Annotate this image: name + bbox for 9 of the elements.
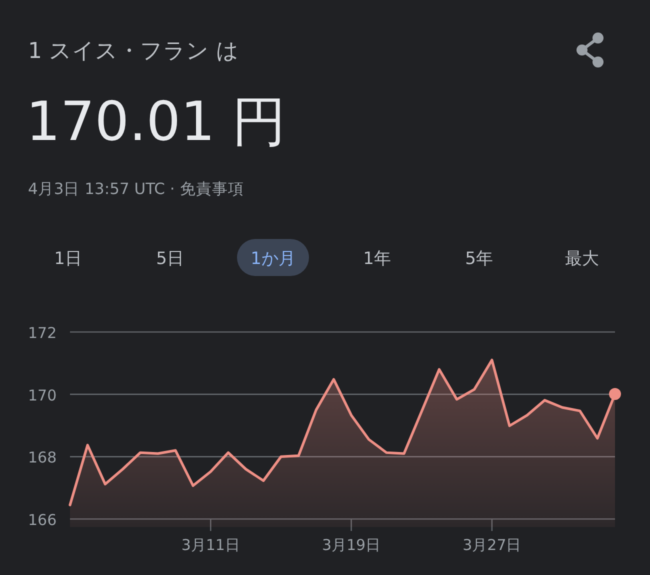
annotation: 5年 [465, 249, 493, 269]
annotation: 1年 [363, 249, 391, 269]
annotation: 1か月 [250, 249, 296, 269]
subtitle: 170.01 円 [26, 90, 286, 153]
annotation: 5日 [156, 249, 184, 269]
annotation: 最大 [565, 249, 599, 269]
annotation: 1日 [54, 249, 82, 269]
title: 1 スイス・フラン は [28, 39, 239, 64]
annotation: 4月3日 13:57 UTC · 免責事項 [28, 180, 244, 198]
